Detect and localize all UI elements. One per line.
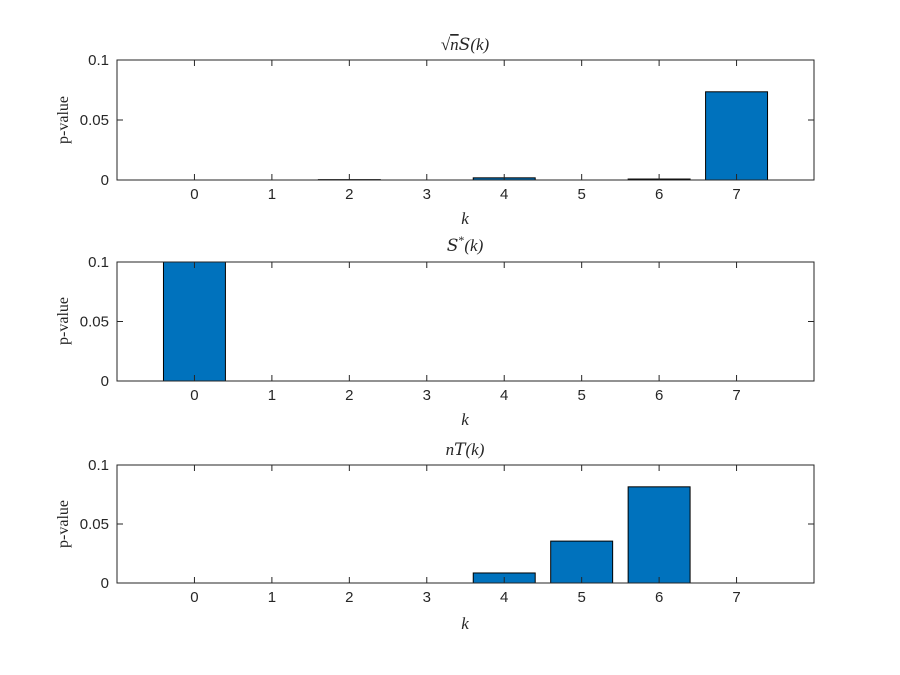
y-tick-label: 0 bbox=[101, 172, 109, 189]
y-axis-label: p-value bbox=[55, 297, 72, 345]
chart-title: √nS(k) bbox=[441, 35, 490, 55]
y-tick-label: 0.1 bbox=[88, 457, 109, 474]
y-axis-label: p-value bbox=[55, 96, 72, 144]
x-tick-label: 2 bbox=[345, 589, 353, 606]
x-tick-label: 5 bbox=[577, 387, 585, 404]
title-prefix: n bbox=[446, 440, 455, 459]
x-tick-label: 0 bbox=[190, 186, 198, 203]
bar-k-6 bbox=[627, 486, 691, 584]
title-calligraphic: T bbox=[454, 440, 467, 460]
x-tick-label: 6 bbox=[655, 186, 663, 203]
x-tick-label: 4 bbox=[500, 186, 508, 203]
x-tick-label: 7 bbox=[732, 387, 740, 404]
x-tick-label: 1 bbox=[268, 589, 276, 606]
x-tick-label: 7 bbox=[732, 186, 740, 203]
x-tick-label: 5 bbox=[577, 186, 585, 203]
x-tick-label: 3 bbox=[423, 186, 431, 203]
x-axis-label: k bbox=[461, 614, 469, 633]
x-tick-label: 6 bbox=[655, 387, 663, 404]
x-tick-label: 2 bbox=[345, 387, 353, 404]
axes-outline bbox=[116, 261, 815, 382]
axes-outline bbox=[116, 59, 815, 181]
x-tick-label: 4 bbox=[500, 589, 508, 606]
title-superscript: * bbox=[458, 233, 464, 247]
x-tick-label: 7 bbox=[732, 589, 740, 606]
subplot-3: 0 1 2 3 4 5 6 7 0 0.05 0.1 nT(k) k p-value bbox=[55, 440, 815, 633]
y-tick-label: 0.1 bbox=[88, 52, 109, 69]
x-tick-label: 6 bbox=[655, 589, 663, 606]
x-ticks: 0 1 2 3 4 5 6 7 bbox=[190, 465, 741, 606]
x-tick-label: 1 bbox=[268, 387, 276, 404]
x-tick-label: 0 bbox=[190, 387, 198, 404]
bar-k-5 bbox=[550, 540, 614, 584]
y-tick-label: 0 bbox=[101, 373, 109, 390]
axes-box bbox=[116, 464, 815, 584]
x-ticks: 0 1 2 3 4 5 6 7 bbox=[190, 262, 741, 404]
title-argument: (k) bbox=[470, 35, 489, 54]
x-ticks: 0 1 2 3 4 5 6 7 bbox=[190, 60, 741, 203]
x-tick-label: 0 bbox=[190, 589, 198, 606]
subplot-1: 0 1 2 3 4 5 6 7 0 0.05 0.1 √nS(k) k p-value bbox=[55, 35, 815, 228]
chart-title: S*(k) bbox=[447, 233, 484, 256]
y-tick-label: 0.05 bbox=[80, 112, 109, 129]
subplot-2: 0 1 2 3 4 5 6 7 0 0.05 0.1 S*(k) k p-value bbox=[55, 233, 815, 429]
x-tick-label: 5 bbox=[577, 589, 585, 606]
title-root: n bbox=[450, 35, 459, 54]
axes-outline bbox=[116, 464, 815, 584]
y-tick-label: 0.05 bbox=[80, 516, 109, 533]
sqrt-sign: √ bbox=[441, 35, 451, 54]
chart-title: nT(k) bbox=[446, 440, 485, 460]
y-tick-label: 0.05 bbox=[80, 314, 109, 331]
bar-k-0 bbox=[162, 261, 226, 382]
x-tick-label: 3 bbox=[423, 387, 431, 404]
title-calligraphic: S bbox=[459, 35, 471, 55]
y-tick-label: 0 bbox=[101, 575, 109, 592]
axes-box bbox=[116, 261, 815, 382]
x-tick-label: 1 bbox=[268, 186, 276, 203]
y-tick-label: 0.1 bbox=[88, 254, 109, 271]
x-tick-label: 4 bbox=[500, 387, 508, 404]
y-axis-label: p-value bbox=[55, 500, 72, 548]
x-tick-label: 3 bbox=[423, 589, 431, 606]
x-tick-label: 2 bbox=[345, 186, 353, 203]
title-calligraphic: S bbox=[447, 236, 459, 256]
bar-k-7 bbox=[705, 91, 769, 181]
y-ticks: 0 0.05 0.1 bbox=[80, 457, 814, 592]
title-argument: (k) bbox=[465, 440, 484, 459]
x-axis-label: k bbox=[461, 410, 469, 429]
x-axis-label: k bbox=[461, 209, 469, 228]
axes-box bbox=[116, 59, 815, 181]
title-argument: (k) bbox=[464, 236, 483, 255]
